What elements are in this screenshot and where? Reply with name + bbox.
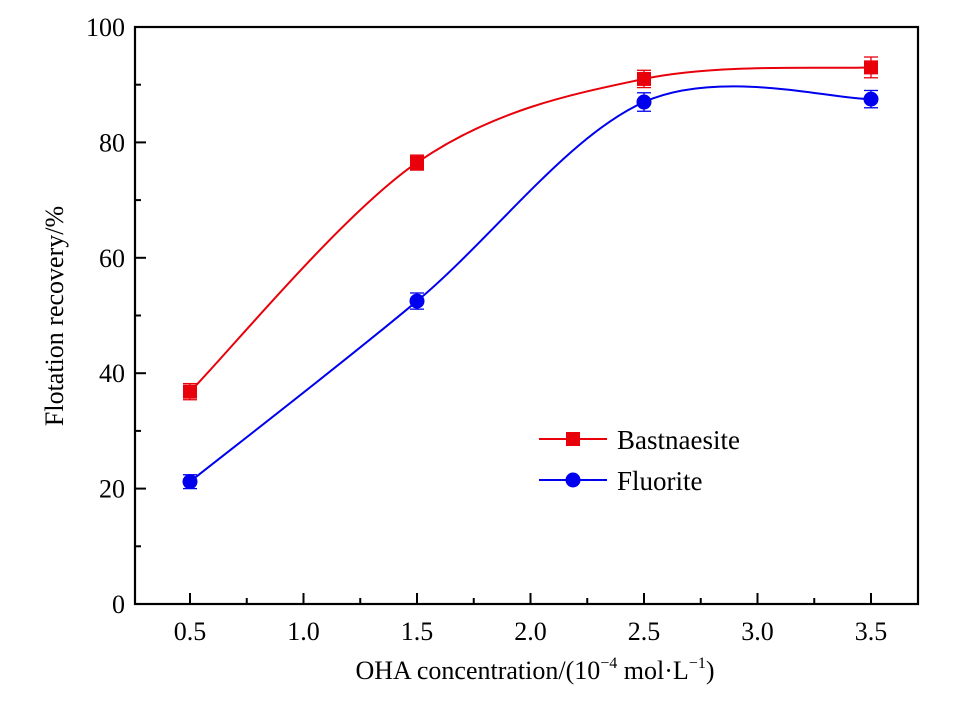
x-axis-ticks: 0.5 1.0 1.5 2.0 2.5 3.0 3.5 [174,593,888,646]
series-line-bastnaesite [189,66,872,393]
plot-frame [133,25,920,606]
y-axis-ticks: 0 20 40 60 80 100 [86,13,146,619]
x-axis-title-end: ) [706,656,715,685]
x-tick-label: 0.5 [174,617,207,646]
y-tick-label: 40 [99,359,125,388]
y-tick-label: 100 [86,13,125,42]
plot-markers [182,56,879,490]
data-point-fluorite [636,94,652,110]
x-axis-title-sup2: −1 [689,655,706,672]
series-line-fluorite [189,85,872,483]
data-point-bastnaesite [410,155,424,170]
data-point-fluorite [863,91,879,107]
legend-label-fluorite: Fluorite [617,466,703,496]
x-axis-title-main: OHA concentration/(10 [356,656,601,685]
data-point-fluorite [182,474,198,490]
y-tick-label: 0 [112,590,125,619]
legend-marker-circle [565,472,581,488]
legend-item-bastnaesite: Bastnaesite [539,425,740,455]
legend: Bastnaesite Fluorite [539,425,740,496]
legend-item-fluorite: Fluorite [539,466,703,496]
data-point-bastnaesite [183,384,197,399]
x-tick-label: 1.0 [287,617,320,646]
plot-curves [189,66,872,483]
x-axis-title-mid: mol·L [617,656,689,685]
y-tick-label: 60 [99,244,125,273]
x-tick-label: 3.5 [855,617,888,646]
legend-label-bastnaesite: Bastnaesite [617,425,740,455]
y-axis-title: Flotation recovery/% [40,206,69,426]
y-tick-label: 80 [99,128,125,157]
legend-marker-square [566,432,580,446]
data-point-bastnaesite [637,71,651,86]
y-tick-label: 20 [99,475,125,504]
x-tick-label: 2.5 [628,617,661,646]
data-point-bastnaesite [864,60,878,75]
x-tick-label: 2.0 [514,617,547,646]
data-point-fluorite [409,293,425,309]
x-tick-label: 3.0 [741,617,774,646]
x-axis-title: OHA concentration/(10−4 mol·L−1) [356,655,715,685]
x-tick-label: 1.5 [401,617,434,646]
x-axis-title-sup1: −4 [600,655,617,672]
